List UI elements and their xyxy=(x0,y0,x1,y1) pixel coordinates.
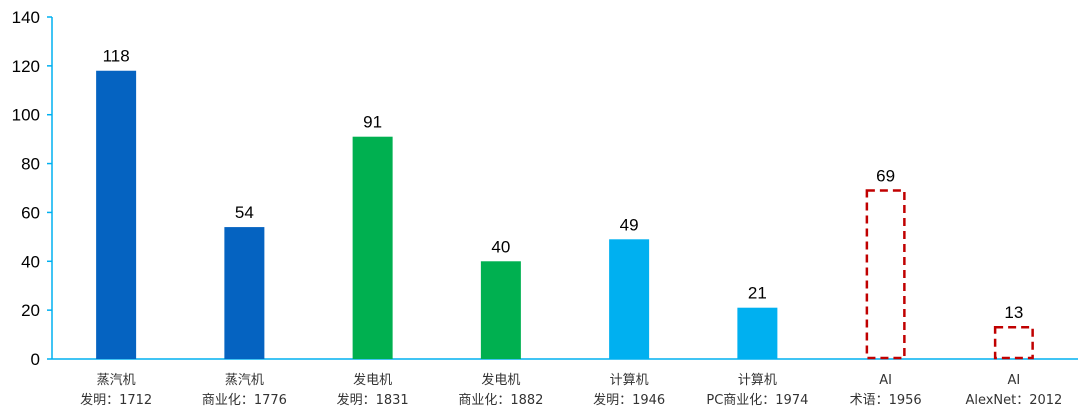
bar xyxy=(993,325,1034,360)
category-label-line2: 商业化：1882 xyxy=(458,393,543,408)
data-label: 40 xyxy=(491,237,510,256)
bar xyxy=(737,307,778,359)
bar xyxy=(480,261,521,359)
bar xyxy=(609,239,650,359)
category-label-line2: PC商业化：1974 xyxy=(706,393,808,408)
y-tick-label: 60 xyxy=(21,203,40,222)
category-label-line1: 发电机 xyxy=(353,372,392,388)
category-label-line2: 发明：1831 xyxy=(337,392,409,408)
data-label: 91 xyxy=(363,113,382,132)
y-tick-label: 20 xyxy=(21,301,40,320)
y-tick-label: 0 xyxy=(31,350,40,369)
category-label-line2: AlexNet：2012 xyxy=(965,393,1062,408)
y-tick-label: 120 xyxy=(12,57,40,76)
y-tick-label: 40 xyxy=(21,252,40,271)
category-label-line1: 蒸汽机 xyxy=(225,373,264,388)
data-label: 13 xyxy=(1004,303,1023,322)
data-label: 54 xyxy=(235,203,254,222)
y-tick-label: 100 xyxy=(12,106,40,125)
category-label-line1: AI xyxy=(879,373,892,388)
chart-axes: 0 20 40 60 80 100 120 140 xyxy=(12,8,1078,369)
bar xyxy=(865,189,906,360)
category-label-line1: 发电机 xyxy=(481,372,520,388)
data-label: 49 xyxy=(620,215,639,234)
category-label-line2: 术语：1956 xyxy=(850,393,922,408)
data-label: 21 xyxy=(748,284,767,303)
y-tick-label: 140 xyxy=(12,8,40,27)
category-label-line1: AI xyxy=(1008,373,1021,388)
category-label-line1: 计算机 xyxy=(738,373,777,388)
bar xyxy=(352,136,393,359)
data-label: 69 xyxy=(876,166,895,185)
category-label-line1: 计算机 xyxy=(610,373,649,388)
data-label: 118 xyxy=(103,47,130,66)
category-label-line1: 蒸汽机 xyxy=(97,373,136,388)
bar xyxy=(224,227,265,359)
category-label-line2: 发明：1712 xyxy=(80,392,152,408)
chart-bars xyxy=(96,70,1034,360)
y-tick-label: 80 xyxy=(21,155,40,174)
category-label-line2: 发明：1946 xyxy=(593,392,665,408)
bar xyxy=(96,70,137,359)
category-label-line2: 商业化：1776 xyxy=(202,393,287,408)
